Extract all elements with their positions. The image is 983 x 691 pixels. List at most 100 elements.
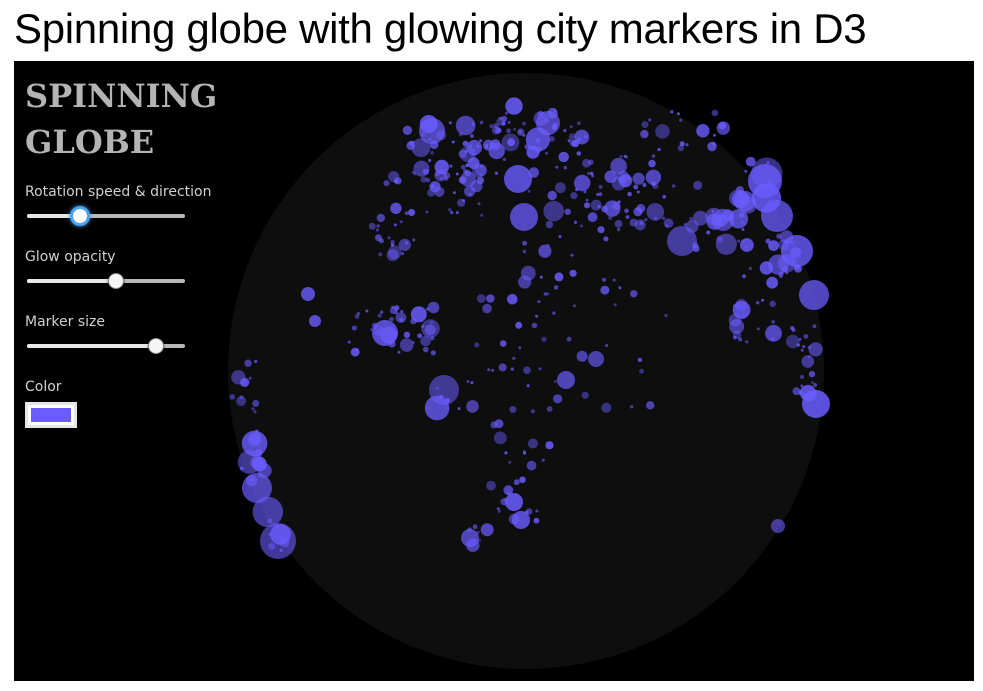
panel-title: SPINNING GLOBE <box>25 77 218 161</box>
city-marker <box>236 396 247 407</box>
city-marker <box>489 124 494 129</box>
city-marker <box>766 276 779 289</box>
city-marker <box>617 227 621 232</box>
city-marker <box>567 139 571 143</box>
slider-thumb[interactable] <box>108 273 125 289</box>
city-marker <box>740 220 744 224</box>
city-marker <box>642 183 647 187</box>
city-marker <box>636 190 640 194</box>
slider-thumb[interactable] <box>72 208 89 224</box>
city-marker <box>653 216 658 221</box>
city-marker <box>600 285 610 295</box>
marker-size-slider[interactable] <box>27 338 185 354</box>
city-marker <box>504 451 508 455</box>
globe-canvas[interactable] <box>14 61 974 681</box>
city-marker <box>812 324 817 329</box>
city-marker <box>430 350 436 356</box>
city-marker <box>402 125 413 135</box>
city-marker <box>771 337 775 341</box>
glow-opacity-slider[interactable] <box>27 273 185 289</box>
city-marker <box>424 324 436 336</box>
city-marker <box>587 212 598 223</box>
slider-thumb[interactable] <box>147 338 164 354</box>
city-marker <box>503 485 514 496</box>
city-marker <box>598 184 603 189</box>
city-marker <box>543 292 547 296</box>
city-marker <box>639 220 644 225</box>
city-marker <box>583 134 588 139</box>
city-marker <box>239 395 244 400</box>
city-marker <box>737 337 743 342</box>
city-marker <box>496 127 502 134</box>
city-marker <box>786 334 800 349</box>
slider-fill <box>27 214 80 218</box>
city-marker <box>538 367 542 371</box>
city-marker <box>395 312 407 323</box>
city-marker <box>496 507 500 511</box>
globe-stage[interactable]: SPINNING GLOBE Rotation speed & directio… <box>14 61 974 681</box>
city-marker <box>662 195 666 199</box>
city-marker <box>570 192 578 200</box>
city-marker <box>598 192 603 197</box>
city-marker <box>601 402 612 413</box>
city-marker <box>630 290 638 298</box>
city-marker <box>799 280 829 310</box>
city-marker <box>745 340 749 344</box>
city-marker <box>520 265 536 281</box>
city-marker <box>383 180 390 187</box>
city-marker <box>574 174 591 192</box>
city-marker <box>493 431 507 445</box>
city-marker <box>428 158 432 163</box>
city-marker <box>507 120 511 124</box>
city-marker <box>646 203 665 221</box>
city-marker <box>765 324 782 342</box>
city-marker <box>604 170 618 183</box>
city-marker <box>569 125 573 129</box>
city-marker <box>397 350 401 354</box>
city-marker <box>679 118 683 122</box>
city-marker <box>510 367 514 371</box>
city-marker <box>460 164 466 170</box>
city-marker <box>748 266 753 271</box>
city-marker <box>419 118 445 144</box>
city-marker <box>518 346 522 350</box>
rotation-speed-slider[interactable] <box>27 208 185 224</box>
city-marker <box>423 346 429 353</box>
city-marker <box>523 366 531 375</box>
city-marker <box>744 245 748 249</box>
city-marker <box>526 460 537 471</box>
city-marker <box>711 109 719 117</box>
city-marker <box>574 188 578 192</box>
city-marker <box>545 441 554 450</box>
city-marker <box>563 166 567 170</box>
city-marker <box>480 164 484 168</box>
city-marker <box>490 139 501 150</box>
city-marker <box>625 215 630 219</box>
city-marker <box>572 304 576 308</box>
city-marker <box>470 180 483 193</box>
city-marker <box>458 132 463 137</box>
city-marker <box>612 278 616 282</box>
city-marker <box>491 368 495 372</box>
city-marker <box>588 351 604 367</box>
city-marker <box>240 377 250 387</box>
city-marker <box>663 218 674 228</box>
city-marker <box>564 208 571 215</box>
city-marker <box>522 240 528 246</box>
city-marker <box>480 173 483 177</box>
city-marker <box>619 155 623 158</box>
city-marker <box>734 190 756 212</box>
city-marker <box>505 493 523 511</box>
city-marker <box>411 340 415 345</box>
city-marker <box>449 164 453 168</box>
city-marker <box>667 226 697 256</box>
city-marker <box>401 252 405 256</box>
city-marker <box>541 458 545 462</box>
city-marker <box>756 301 760 305</box>
city-marker <box>451 140 455 144</box>
color-picker[interactable] <box>25 402 77 428</box>
city-marker <box>811 381 815 384</box>
page-heading: Spinning globe with glowing city markers… <box>14 5 867 52</box>
city-marker <box>533 517 540 524</box>
city-marker <box>693 180 703 190</box>
